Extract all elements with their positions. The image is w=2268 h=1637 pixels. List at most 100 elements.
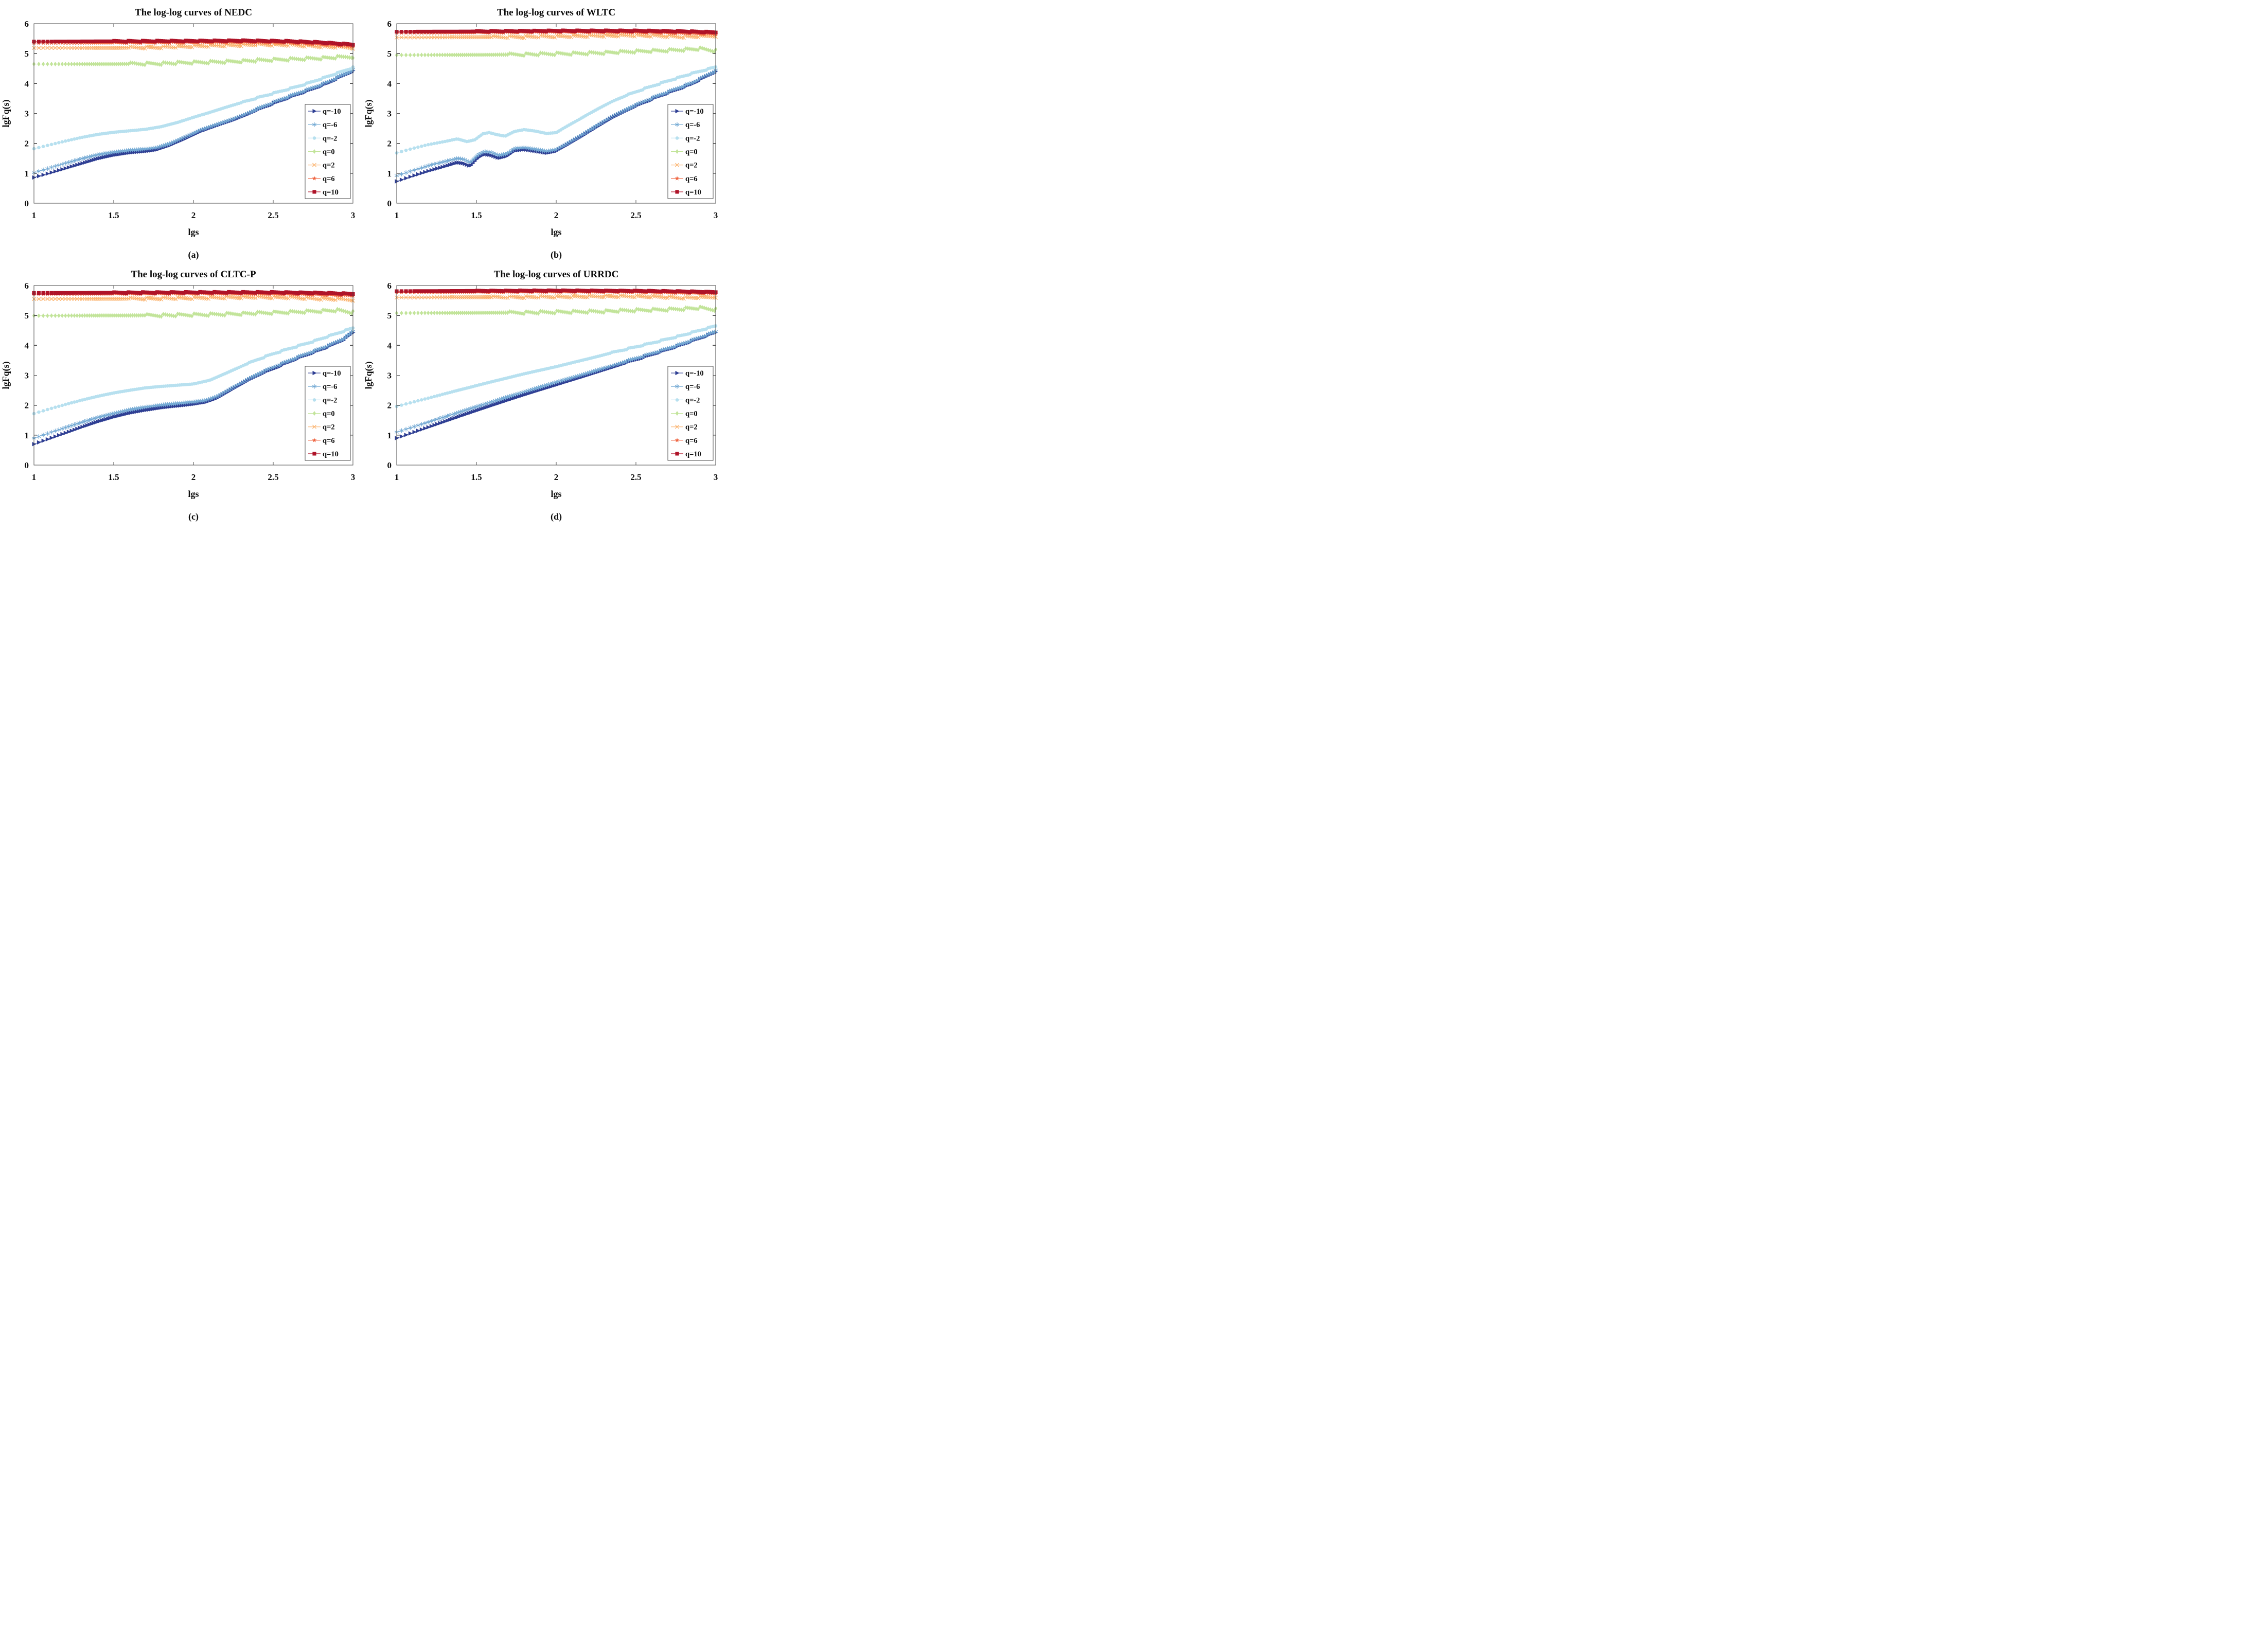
x-axis-label: lgs bbox=[188, 489, 199, 499]
y-tick-label: 6 bbox=[387, 281, 392, 291]
legend-marker-x-icon bbox=[675, 163, 680, 167]
legend-box bbox=[305, 104, 351, 199]
legend-marker-circle-icon bbox=[312, 136, 316, 140]
y-tick-label: 1 bbox=[25, 431, 29, 440]
x-tick-label: 1.5 bbox=[108, 472, 119, 482]
panel-cltcp: 1 1.5 2 2.5 3 0 1 2 3 4 5 6 The log-log curves of CL… bbox=[0, 262, 363, 524]
legend: q=-10 q=-6 q=-2 q=0 q=2 q=6 q=10 bbox=[305, 366, 351, 461]
panel-sublabel: (c) bbox=[188, 511, 199, 522]
y-tick-label: 6 bbox=[387, 19, 392, 29]
axis-ticks bbox=[33, 23, 353, 204]
legend-entry-label: q=6 bbox=[323, 175, 335, 183]
y-tick-label: 6 bbox=[25, 281, 29, 291]
legend-entry-label: q=-6 bbox=[685, 121, 700, 129]
legend-marker-star-icon bbox=[312, 176, 317, 181]
axis-ticks bbox=[396, 23, 716, 204]
x-axis-label: lgs bbox=[551, 227, 561, 237]
x-tick-label: 1.5 bbox=[471, 472, 482, 482]
y-tick-label: 2 bbox=[25, 401, 29, 411]
series-markers-q=10 bbox=[32, 38, 355, 47]
legend-entry-label: q=-2 bbox=[685, 134, 700, 143]
y-tick-label: 5 bbox=[25, 311, 29, 321]
y-tick-label: 2 bbox=[387, 139, 392, 149]
legend-marker-star-icon bbox=[675, 176, 680, 181]
legend-marker-star-icon bbox=[675, 438, 680, 442]
series-markers-q=-2 bbox=[395, 65, 718, 155]
series-q=10 bbox=[32, 290, 355, 296]
x-tick-label: 1 bbox=[32, 210, 37, 220]
x-tick-label: 2 bbox=[191, 472, 196, 482]
x-tick-label: 2.5 bbox=[268, 472, 278, 482]
y-tick-label: 3 bbox=[387, 371, 392, 381]
y-tick-label: 0 bbox=[25, 199, 29, 208]
legend-entry-label: q=0 bbox=[685, 410, 698, 418]
panel-urrdc: 1 1.5 2 2.5 3 0 1 2 3 4 5 6 The log-log curves of UR… bbox=[363, 262, 725, 524]
legend-marker-asterisk-icon bbox=[312, 122, 317, 127]
series-markers-q=0 bbox=[32, 54, 355, 67]
panel-wltc: 1 1.5 2 2.5 3 0 1 2 3 4 5 6 The log-log curves of WL… bbox=[363, 0, 725, 262]
series-markers-q=-2 bbox=[32, 65, 355, 151]
panel-sublabel: (b) bbox=[551, 250, 562, 260]
legend-marker-diamond-icon bbox=[675, 149, 679, 154]
legend-marker-diamond-icon bbox=[312, 149, 316, 154]
y-tick-label: 4 bbox=[387, 341, 392, 350]
legend-marker-square-icon bbox=[675, 452, 679, 456]
series-markers-q=10 bbox=[395, 28, 718, 34]
legend-marker-circle-icon bbox=[675, 136, 679, 140]
panel-nedc: 1 1.5 2 2.5 3 0 1 2 3 4 5 6 The log-log curves of NE… bbox=[0, 0, 363, 262]
y-tick-label: 3 bbox=[25, 371, 29, 381]
chart-title: The log-log curves of WLTC bbox=[497, 7, 615, 18]
series-q=2 bbox=[394, 32, 718, 40]
legend-marker-diamond-icon bbox=[312, 411, 316, 416]
x-tick-label: 2.5 bbox=[630, 472, 641, 482]
y-tick-label: 1 bbox=[25, 169, 29, 179]
series-markers-q=-10 bbox=[395, 69, 718, 184]
series-q=-2 bbox=[32, 65, 355, 151]
legend-entry-label: q=10 bbox=[685, 450, 701, 458]
chart-title: The log-log curves of URRDC bbox=[494, 269, 619, 280]
x-tick-label: 2.5 bbox=[630, 210, 641, 220]
x-axis-label: lgs bbox=[188, 227, 199, 237]
y-tick-label: 1 bbox=[387, 169, 392, 179]
y-tick-label: 2 bbox=[25, 139, 29, 149]
y-tick-label: 2 bbox=[387, 401, 392, 411]
x-tick-label: 2 bbox=[554, 472, 559, 482]
legend-marker-circle-icon bbox=[675, 398, 679, 402]
legend-entry-label: q=-10 bbox=[685, 369, 704, 378]
legend-marker-triangle-right-icon bbox=[675, 370, 680, 376]
series-markers-q=-2 bbox=[395, 324, 718, 408]
legend-entry-label: q=-2 bbox=[323, 396, 337, 404]
series-q=-2 bbox=[32, 326, 355, 416]
legend-entry-label: q=-2 bbox=[323, 134, 337, 143]
legend-entry-label: q=2 bbox=[685, 423, 698, 432]
legend-entry-label: q=10 bbox=[685, 188, 701, 197]
legend-entry-label: q=-10 bbox=[323, 108, 341, 116]
legend-marker-x-icon bbox=[312, 163, 317, 167]
x-tick-label: 3 bbox=[351, 210, 356, 220]
legend-entry-label: q=-6 bbox=[323, 121, 337, 129]
y-tick-label: 4 bbox=[25, 341, 29, 350]
legend-marker-square-icon bbox=[675, 190, 679, 194]
legend-entry-label: q=2 bbox=[685, 162, 698, 170]
legend-entry-label: q=-10 bbox=[323, 369, 341, 378]
y-tick-label: 3 bbox=[387, 109, 392, 119]
legend-entry-label: q=0 bbox=[323, 410, 335, 418]
legend-entry-label: q=0 bbox=[323, 148, 335, 156]
panel-sublabel: (a) bbox=[188, 250, 199, 260]
legend: q=-10 q=-6 q=-2 q=0 q=2 q=6 q=10 bbox=[667, 366, 714, 461]
legend-entry-label: q=0 bbox=[685, 148, 698, 156]
axis-ticks bbox=[33, 285, 353, 466]
series-markers-q=2 bbox=[31, 294, 356, 303]
legend-marker-x-icon bbox=[312, 424, 317, 429]
series-markers-q=-10 bbox=[32, 330, 356, 447]
legend-marker-asterisk-icon bbox=[675, 384, 680, 389]
legend-marker-asterisk-icon bbox=[675, 122, 680, 127]
series-markers-q=10 bbox=[395, 288, 718, 294]
y-axis-label: lgFq(s) bbox=[1, 361, 11, 389]
series-markers-q=-2 bbox=[32, 326, 355, 416]
series-q=0 bbox=[395, 304, 718, 316]
y-axis-label: lgFq(s) bbox=[363, 99, 374, 127]
series-q=-2 bbox=[395, 324, 718, 408]
